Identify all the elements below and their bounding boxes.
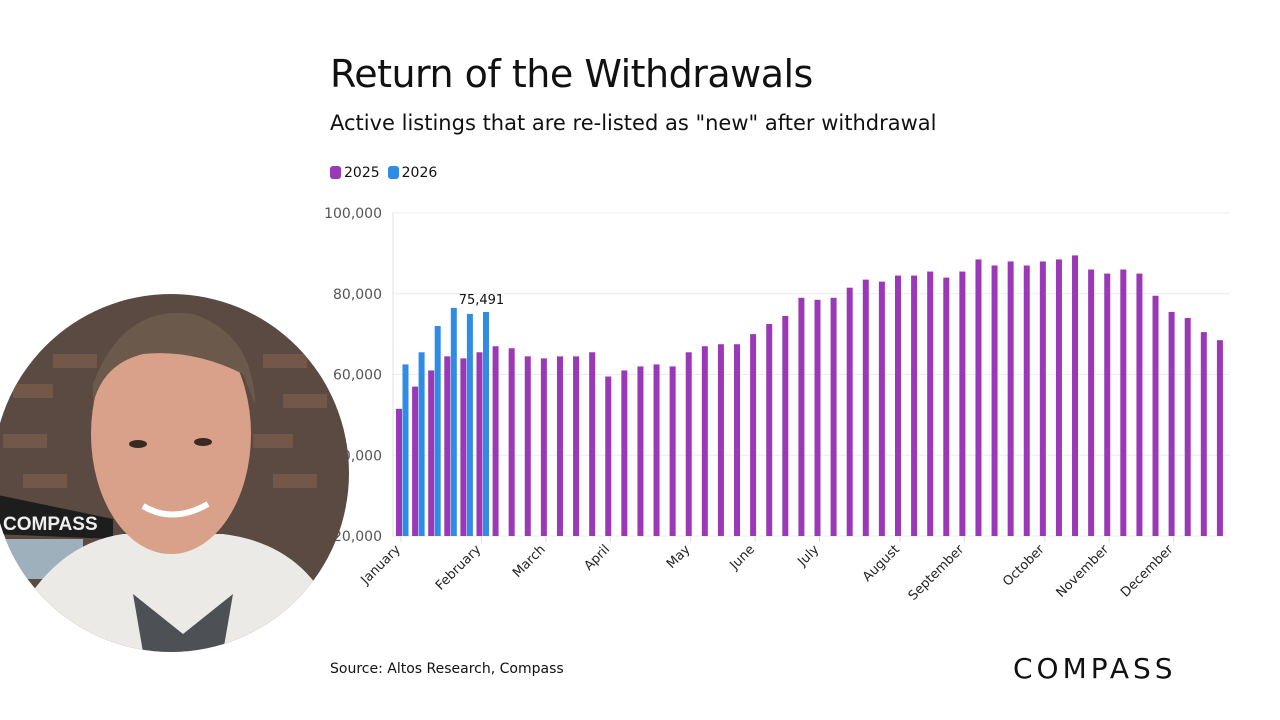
x-tick-label: October <box>1000 542 1048 590</box>
x-tick-label: August <box>860 542 903 585</box>
bar-2025 <box>1023 265 1030 536</box>
bar-2026 <box>482 311 489 536</box>
bar-2025 <box>444 356 451 536</box>
bar-2025 <box>412 386 419 536</box>
bar-2025 <box>959 271 966 536</box>
bar-2025 <box>814 299 821 536</box>
bar-2025 <box>701 346 708 536</box>
y-tick-label: 20,000 <box>333 529 382 545</box>
bar-2025 <box>1168 311 1175 536</box>
bar-2025 <box>927 271 934 536</box>
bar-2025 <box>782 315 789 536</box>
bar-2026 <box>402 364 409 536</box>
bar-2025 <box>508 348 515 536</box>
bar-2025 <box>1216 340 1223 536</box>
bar-2025 <box>750 334 757 536</box>
source-note: Source: Altos Research, Compass <box>330 661 564 677</box>
bar-2026 <box>418 352 425 536</box>
compass-logo: COMPASS <box>1013 652 1177 685</box>
bar-2026 <box>434 326 441 536</box>
bar-2025 <box>685 352 692 536</box>
bar-2025 <box>830 297 837 536</box>
y-tick-label: 80,000 <box>333 287 382 303</box>
bar-2025 <box>766 324 773 536</box>
bar-2026 <box>450 307 457 536</box>
x-tick-label: December <box>1118 542 1177 601</box>
presenter-video: COMPASS <box>0 294 349 652</box>
bar-2025 <box>1120 269 1127 536</box>
x-tick-label: June <box>727 542 758 573</box>
banner-logo: COMPASS <box>3 514 98 535</box>
bar-2025 <box>589 352 596 536</box>
bar-2025 <box>1088 269 1095 536</box>
x-tick-label: March <box>510 542 549 581</box>
bar-2025 <box>1039 261 1046 536</box>
bar-2025 <box>846 287 853 536</box>
bar-2025 <box>653 364 660 536</box>
bar-2025 <box>540 358 547 536</box>
legend-swatch-2026 <box>387 166 399 179</box>
bar-2025 <box>1200 332 1207 536</box>
legend-swatch-2025 <box>330 166 341 179</box>
bar-2025 <box>717 344 724 536</box>
bar-2025 <box>1055 259 1062 536</box>
bar-2025 <box>396 408 402 536</box>
bar-2025 <box>1136 273 1143 536</box>
x-tick-label: February <box>433 542 485 594</box>
bar-2025 <box>669 366 676 536</box>
bar-2025 <box>524 356 531 536</box>
x-tick-label: September <box>906 542 968 604</box>
legend: 2025 2026 <box>330 165 437 181</box>
bar-2025 <box>1152 295 1159 536</box>
bar-2025 <box>798 297 805 536</box>
bar-2025 <box>1072 255 1079 537</box>
x-tick-label: April <box>581 542 613 574</box>
x-tick-label: May <box>664 542 694 572</box>
chart-title: Return of the Withdrawals <box>330 52 813 96</box>
y-tick-label: 100,000 <box>324 206 382 222</box>
bar-2025 <box>975 259 982 536</box>
bar-2025 <box>460 358 467 536</box>
bar-2025 <box>943 277 950 536</box>
bar-2025 <box>1184 317 1191 536</box>
bar-2025 <box>894 275 901 536</box>
data-label: 75,491 <box>459 293 505 308</box>
legend-label-2025: 2025 <box>344 165 380 181</box>
chart-subtitle: Active listings that are re-listed as "n… <box>330 111 937 135</box>
bar-2025 <box>862 279 869 536</box>
bar-2025 <box>556 356 563 536</box>
bar-2026 <box>466 313 473 536</box>
bar-2025 <box>476 352 483 536</box>
x-tick-label: July <box>794 542 822 570</box>
bar-2025 <box>734 344 741 536</box>
bar-2025 <box>1104 273 1111 536</box>
bar-2025 <box>991 265 998 536</box>
y-tick-label: 60,000 <box>333 368 382 384</box>
x-tick-label: November <box>1054 542 1113 601</box>
x-tick-label: January <box>358 542 404 588</box>
bar-2025 <box>637 366 644 536</box>
bar-2025 <box>605 376 612 536</box>
legend-item-2025: 2025 <box>330 165 380 181</box>
presenter-image: COMPASS <box>0 294 349 652</box>
bar-2025 <box>573 356 580 536</box>
bar-2025 <box>878 281 885 536</box>
legend-item-2026: 2026 <box>387 165 438 181</box>
bar-2025 <box>1007 261 1014 536</box>
bar-2025 <box>911 275 918 536</box>
legend-label-2026: 2026 <box>401 165 438 181</box>
bar-2025 <box>428 370 435 536</box>
bar-2025 <box>621 370 628 536</box>
bar-2025 <box>492 346 499 536</box>
